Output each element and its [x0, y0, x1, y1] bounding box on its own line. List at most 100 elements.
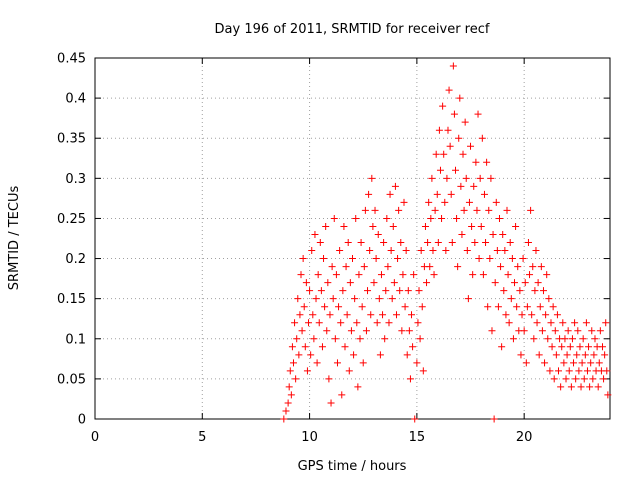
data-point	[450, 110, 458, 118]
data-point	[573, 351, 581, 359]
data-point	[361, 206, 369, 214]
data-point	[507, 295, 515, 303]
data-point	[564, 327, 572, 335]
data-point	[548, 343, 556, 351]
data-point	[443, 174, 451, 182]
x-tick-label: 15	[409, 430, 426, 445]
data-point	[358, 303, 366, 311]
data-point	[306, 287, 314, 295]
data-point	[460, 206, 468, 214]
data-point	[493, 247, 501, 255]
y-tick-label: 0.1	[65, 332, 86, 347]
data-point	[527, 206, 535, 214]
data-point	[511, 279, 519, 287]
data-point	[494, 303, 502, 311]
data-point	[523, 303, 531, 311]
data-point	[546, 367, 554, 375]
data-point	[577, 383, 585, 391]
data-point	[366, 247, 374, 255]
data-point	[282, 407, 290, 415]
data-point	[572, 375, 580, 383]
data-point	[438, 214, 446, 222]
y-tick-label: 0.3	[65, 172, 86, 187]
data-point	[545, 295, 553, 303]
data-point	[401, 303, 409, 311]
data-point	[355, 271, 363, 279]
data-point	[587, 359, 595, 367]
data-point	[427, 214, 435, 222]
data-point	[344, 239, 352, 247]
data-point	[456, 94, 464, 102]
data-point	[340, 222, 348, 230]
data-point	[596, 327, 604, 335]
y-tick-label: 0	[78, 413, 86, 428]
data-point	[440, 150, 448, 158]
data-point	[590, 351, 598, 359]
data-point	[495, 214, 503, 222]
data-point	[497, 263, 505, 271]
data-point	[404, 287, 412, 295]
data-point	[475, 255, 483, 263]
data-point	[368, 174, 376, 182]
data-point	[465, 198, 473, 206]
data-point	[491, 279, 499, 287]
data-point	[476, 174, 484, 182]
data-point	[318, 343, 326, 351]
data-point	[539, 287, 547, 295]
data-point	[424, 239, 432, 247]
data-point	[300, 303, 308, 311]
data-point	[425, 198, 433, 206]
data-point	[285, 383, 293, 391]
data-point	[442, 247, 450, 255]
data-point	[468, 222, 476, 230]
data-point	[603, 367, 611, 375]
data-point	[333, 359, 341, 367]
data-point	[485, 206, 493, 214]
data-point	[418, 303, 426, 311]
data-point	[526, 271, 534, 279]
data-point	[403, 351, 411, 359]
y-axis-label: SRMTID / TECUs	[7, 186, 22, 291]
data-point	[323, 327, 331, 335]
data-point	[426, 263, 434, 271]
data-point	[435, 126, 443, 134]
data-point	[558, 343, 566, 351]
data-point	[553, 311, 561, 319]
data-point	[362, 327, 370, 335]
data-point	[480, 190, 488, 198]
data-point	[377, 271, 385, 279]
data-point	[508, 255, 516, 263]
data-point	[347, 327, 355, 335]
data-point	[303, 367, 311, 375]
data-point	[576, 343, 584, 351]
data-point	[372, 255, 380, 263]
data-point	[395, 206, 403, 214]
data-point	[384, 263, 392, 271]
data-point	[595, 359, 603, 367]
data-point	[473, 206, 481, 214]
data-point	[474, 110, 482, 118]
data-point	[381, 335, 389, 343]
data-point	[562, 375, 570, 383]
data-point	[514, 263, 522, 271]
x-tick-label: 20	[516, 430, 533, 445]
data-point	[529, 263, 537, 271]
data-point	[311, 230, 319, 238]
data-point	[287, 391, 295, 399]
data-point	[307, 351, 315, 359]
data-point	[578, 359, 586, 367]
data-point	[461, 118, 469, 126]
data-point	[332, 271, 340, 279]
data-point	[547, 319, 555, 327]
data-point	[478, 134, 486, 142]
data-point	[291, 319, 299, 327]
data-point	[299, 255, 307, 263]
data-point	[482, 239, 490, 247]
data-point	[350, 351, 358, 359]
data-point	[305, 319, 313, 327]
data-point	[458, 230, 466, 238]
data-point	[535, 351, 543, 359]
x-tick-label: 10	[301, 430, 318, 445]
data-point	[552, 351, 560, 359]
data-point	[294, 295, 302, 303]
